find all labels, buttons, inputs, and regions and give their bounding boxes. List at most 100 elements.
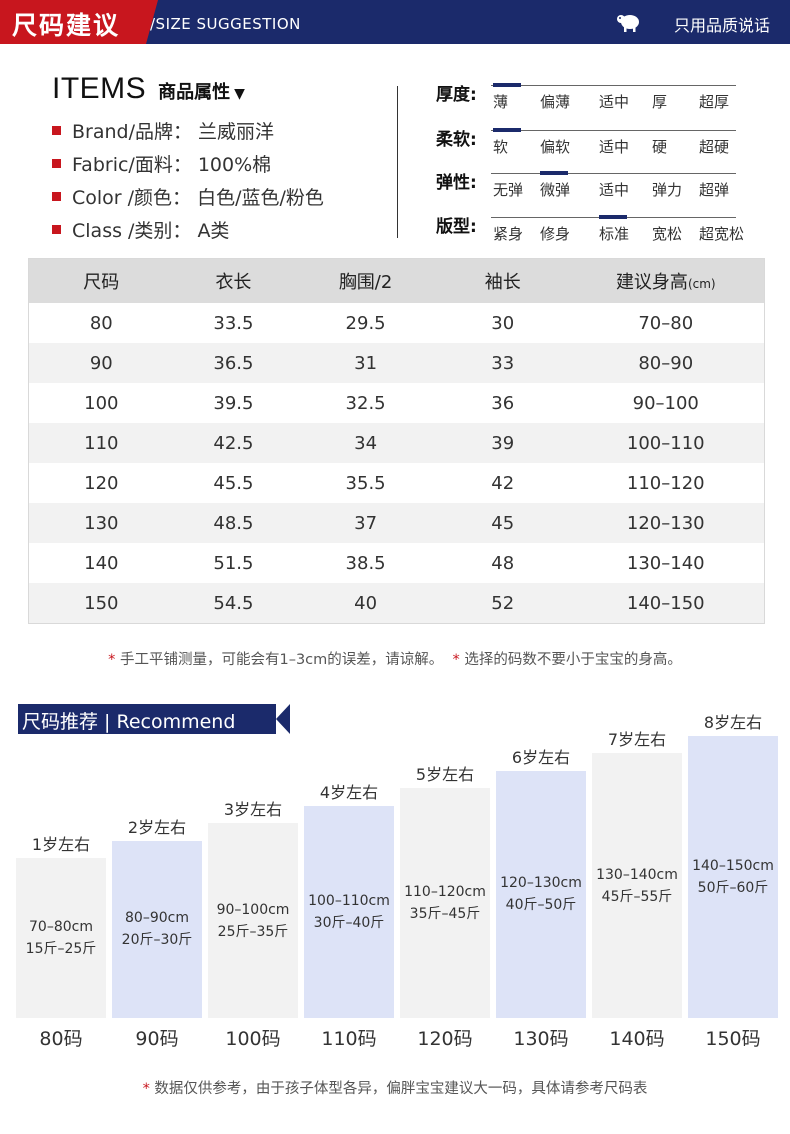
table-cell: 37 <box>354 512 378 534</box>
weight-range: 25斤–35斤 <box>217 923 289 940</box>
items-title: ITEMS <box>52 72 147 105</box>
scale-option: 偏软 <box>540 138 571 156</box>
size-bar: 100–110cm 30斤–40斤 <box>304 805 394 1018</box>
table-cell: 30 <box>491 312 515 334</box>
table-cell: 51.5 <box>213 552 254 574</box>
items-subtitle: 商品属性 ▼ <box>158 82 245 103</box>
scale-selected-marker <box>493 128 521 132</box>
attr-color: Color /颜色： 白色/蓝色/粉色 <box>52 183 324 210</box>
scale-option: 无弹 <box>493 181 524 199</box>
age-label: 1岁左右 <box>31 835 91 854</box>
scale-line <box>491 130 736 131</box>
size-label: 140码 <box>609 1028 665 1050</box>
height-range: 120–130cm <box>500 875 582 892</box>
scale-selected-marker <box>599 215 627 219</box>
bullet-square-icon <box>52 192 61 201</box>
age-label: 8岁左右 <box>703 712 763 732</box>
age-label: 2岁左右 <box>127 817 187 837</box>
table-cell: 35.5 <box>345 472 386 494</box>
scale-option: 超硬 <box>699 138 730 156</box>
weight-range: 45斤–55斤 <box>601 888 673 905</box>
divider <box>397 86 398 238</box>
scale-line <box>491 173 736 174</box>
height-range: 100–110cm <box>308 892 390 909</box>
page-subtitle: /SIZE SUGGESTION <box>150 15 301 33</box>
scale-option: 宽松 <box>652 225 683 243</box>
size-table: 尺码 衣长 胸围/2 袖长 建议身高(cm) 80 33.5 29.5 30 70–80… <box>28 258 765 624</box>
size-bar: 120–130cm 40斤–50斤 <box>496 770 586 1018</box>
scale-label: 厚度: <box>436 85 477 105</box>
table-cell: 39.5 <box>213 392 254 414</box>
scale-option: 弹力 <box>652 181 683 199</box>
scale-3: 版型: 紧身 修身 标准 宽松 超宽松 <box>436 212 756 243</box>
size-bar: 130–140cm 45斤–55斤 <box>592 753 682 1018</box>
weight-range: 35斤–45斤 <box>409 906 481 922</box>
table-row: 130 48.5 37 45 120–130 <box>29 503 764 543</box>
measure-note: * 手工平铺测量，可能会有1–3cm的误差，请谅解。 * 选择的码数不要小于宝宝… <box>108 652 682 668</box>
table-cell: 120–130 <box>626 512 705 534</box>
scale-selected-marker <box>493 83 521 87</box>
scale-line <box>491 85 736 86</box>
height-range: 90–100cm <box>216 901 290 918</box>
table-cell: 39 <box>491 432 515 454</box>
header-chest: 胸围/2 <box>338 272 393 293</box>
table-cell: 40 <box>354 592 378 614</box>
header-sleeve: 袖长 <box>484 272 521 293</box>
table-cell: 42 <box>491 472 515 494</box>
scale-option: 紧身 <box>493 225 524 243</box>
table-cell: 45.5 <box>213 472 254 494</box>
header-bar: 尺码建议 /SIZE SUGGESTION 只用品质说话 <box>0 0 790 44</box>
table-row: 110 42.5 34 39 100–110 <box>29 423 764 463</box>
table-row: 100 39.5 32.5 36 90–100 <box>29 383 764 423</box>
scale-option: 适中 <box>599 181 630 199</box>
table-row: 80 33.5 29.5 30 70–80 <box>29 303 764 343</box>
scale-option: 偏薄 <box>540 93 571 111</box>
size-label: 100码 <box>225 1028 281 1050</box>
scale-label: 柔软: <box>436 130 477 150</box>
title-tab <box>0 0 158 44</box>
header-height: 建议身高(cm) <box>615 272 716 293</box>
table-cell: 29.5 <box>345 312 386 334</box>
size-label: 110码 <box>321 1028 377 1050</box>
height-range: 110–120cm <box>404 884 486 900</box>
scale-option: 硬 <box>652 138 668 156</box>
header-length: 衣长 <box>215 272 252 293</box>
header-size: 尺码 <box>83 272 120 293</box>
size-bar: 90–100cm 25斤–35斤 <box>208 823 298 1018</box>
table-cell: 120 <box>84 472 119 494</box>
scale-option: 软 <box>493 138 509 156</box>
scale-option: 修身 <box>540 225 571 243</box>
table-cell: 110–120 <box>626 472 705 494</box>
table-cell: 80 <box>89 312 113 334</box>
recommend-title: 尺码推荐 | Recommend <box>22 711 236 733</box>
table-cell: 48 <box>491 552 515 574</box>
attr-fabric: Fabric/面料： 100%棉 <box>52 150 271 177</box>
table-cell: 33.5 <box>213 312 254 334</box>
scale-option: 厚 <box>652 93 668 111</box>
recommend-banner <box>18 704 290 734</box>
table-cell: 110 <box>84 432 119 454</box>
table-cell: 36.5 <box>213 352 254 374</box>
weight-range: 30斤–40斤 <box>313 914 385 931</box>
table-cell: 130 <box>84 512 119 534</box>
table-row: 90 36.5 31 33 80–90 <box>29 343 764 383</box>
table-cell: 52 <box>491 592 515 614</box>
table-cell: 100–110 <box>626 432 705 454</box>
scale-option: 超宽松 <box>699 225 745 243</box>
table-cell: 54.5 <box>213 592 254 614</box>
scale-option: 薄 <box>493 93 509 111</box>
table-cell: 130–140 <box>626 552 705 574</box>
table-cell: 90–100 <box>632 392 699 414</box>
table-cell: 36 <box>491 392 515 414</box>
scale-label: 弹性: <box>436 173 477 193</box>
table-cell: 140 <box>84 552 119 574</box>
bullet-square-icon <box>52 225 61 234</box>
table-row: 120 45.5 35.5 42 110–120 <box>29 463 764 503</box>
size-bar: 140–150cm 50斤–60斤 <box>688 735 778 1018</box>
weight-range: 15斤–25斤 <box>25 941 97 957</box>
table-row: 140 51.5 38.5 48 130–140 <box>29 543 764 583</box>
scale-label: 版型: <box>436 217 477 237</box>
table-cell: 33 <box>491 352 515 374</box>
scale-2: 弹性: 无弹 微弹 适中 弹力 超弹 <box>436 168 756 199</box>
triangle-down-icon: ▼ <box>234 86 245 102</box>
